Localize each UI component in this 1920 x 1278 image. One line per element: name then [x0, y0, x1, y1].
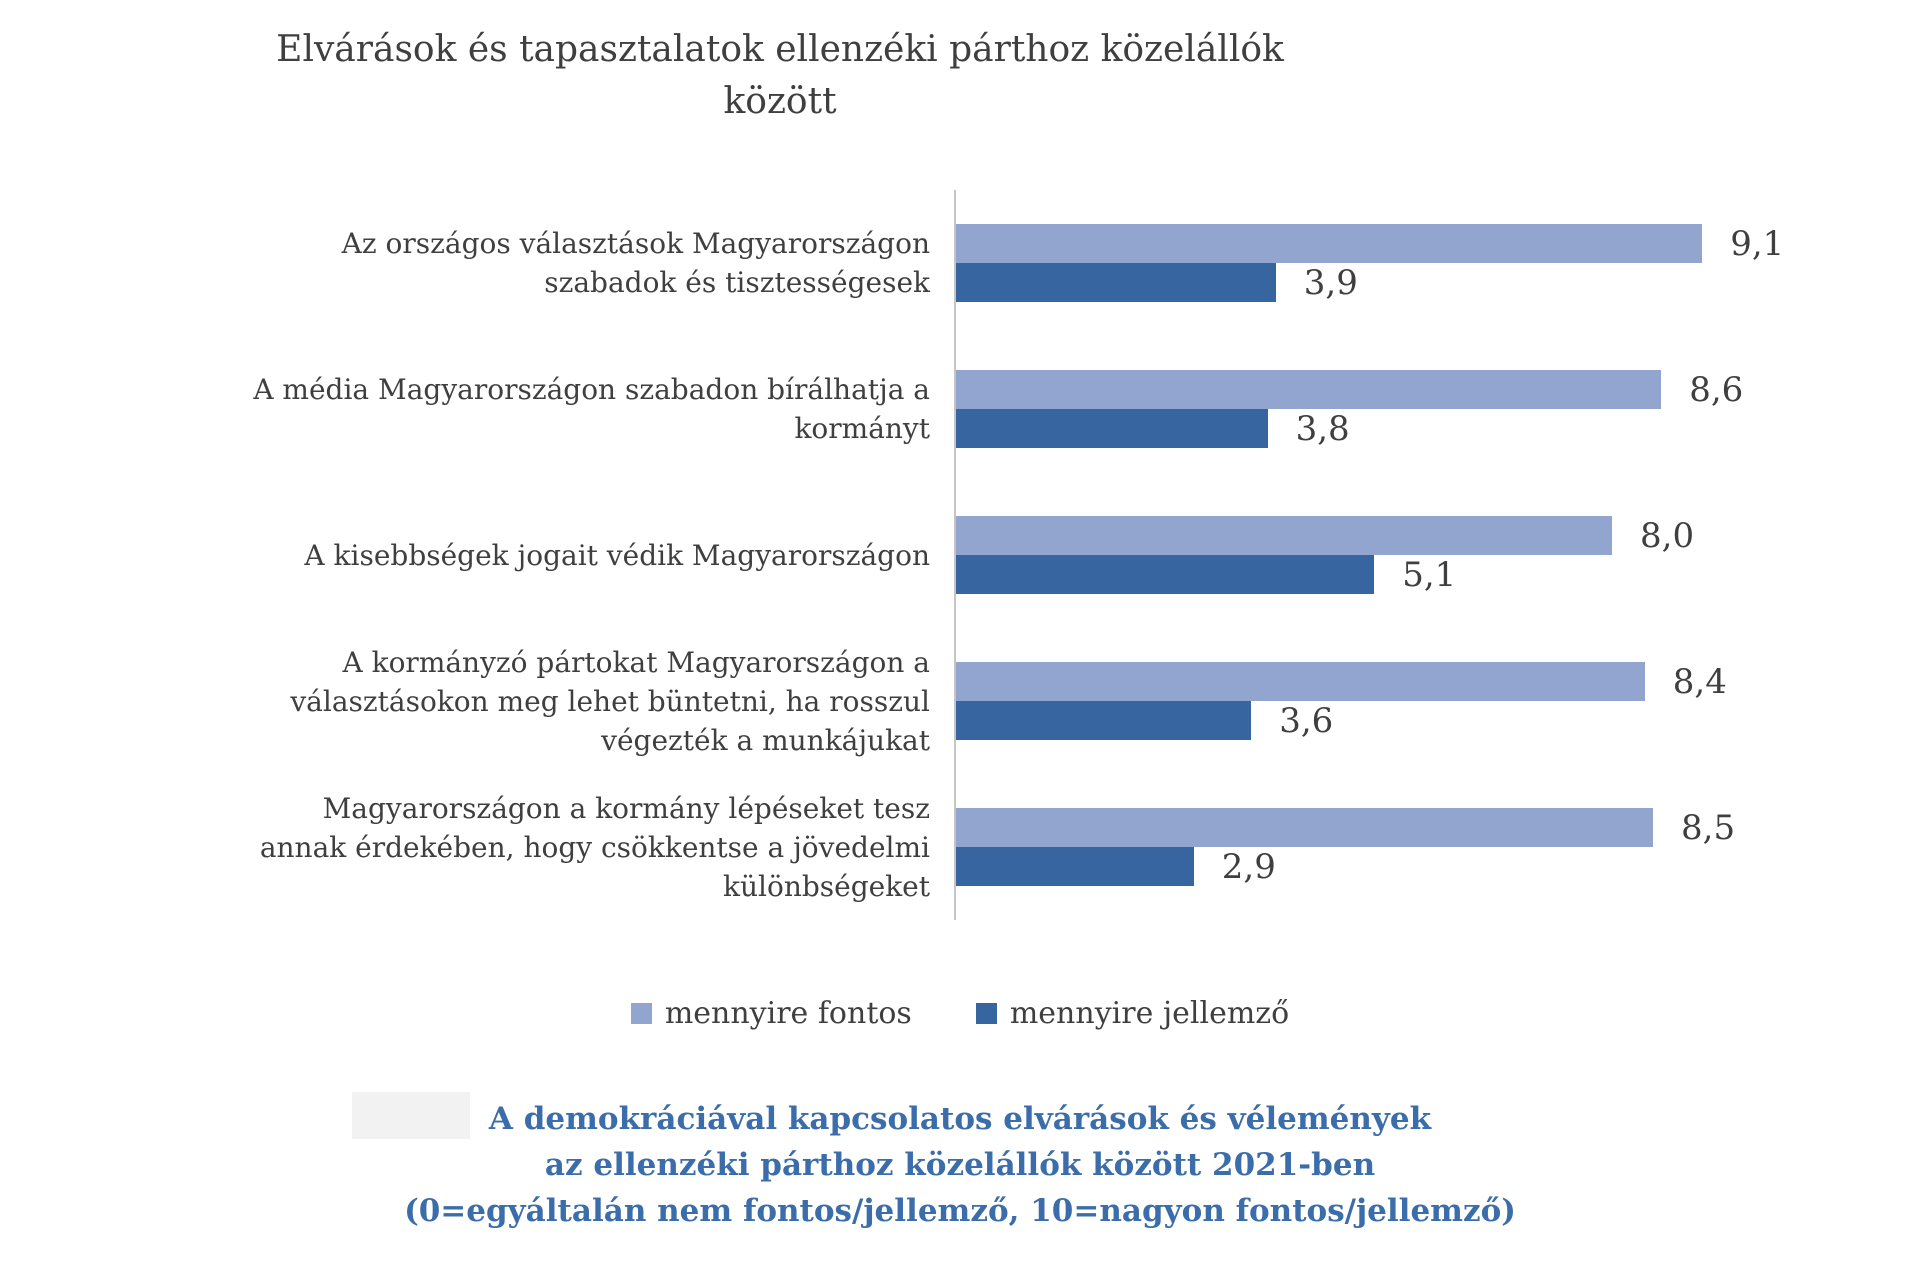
bar-line: 2,9	[956, 846, 1920, 887]
bar-value-label: 8,5	[1681, 807, 1736, 848]
chart-row: A kormányzó pártokat Magyarországon a vá…	[0, 628, 1920, 774]
chart-row: A média Magyarországon szabadon bírálhat…	[0, 336, 1920, 482]
legend-item-jellemzo: mennyire jellemző	[975, 996, 1290, 1031]
bar-line: 8,5	[956, 807, 1920, 848]
bar-mennyire-jellemzo	[956, 555, 1375, 594]
bar-value-label: 8,6	[1689, 369, 1744, 410]
bar-mennyire-jellemzo	[956, 701, 1252, 740]
legend-item-fontos: mennyire fontos	[630, 996, 912, 1031]
bar-value-label: 2,9	[1221, 846, 1276, 887]
bar-value-label: 8,4	[1672, 661, 1727, 702]
bar-line: 3,8	[956, 408, 1920, 449]
bar-line: 8,4	[956, 661, 1920, 702]
caption-text: A demokráciával kapcsolatos elvárások és…	[404, 1101, 1516, 1229]
bar-mennyire-fontos	[956, 808, 1653, 847]
bar-group: 8,4 3,6	[954, 661, 1920, 741]
bar-line: 8,0	[956, 515, 1920, 556]
category-label: Magyarországon a kormány lépéseket tesz …	[259, 791, 930, 903]
bar-value-label: 3,9	[1303, 262, 1358, 303]
y-axis-line	[954, 190, 956, 920]
category-label: A média Magyarországon szabadon bírálhat…	[253, 373, 930, 445]
bar-line: 3,9	[956, 262, 1920, 303]
category-label: A kisebbségek jogait védik Magyarországo…	[304, 538, 930, 572]
bar-line: 9,1	[956, 223, 1920, 264]
legend-label-fontos: mennyire fontos	[664, 996, 912, 1031]
bar-value-label: 3,6	[1279, 700, 1334, 741]
bar-line: 5,1	[956, 554, 1920, 595]
bar-mennyire-jellemzo	[956, 263, 1276, 302]
legend: mennyire fontos mennyire jellemző	[0, 996, 1920, 1031]
bar-mennyire-fontos	[956, 662, 1645, 701]
chart-row: Az országos választások Magyarországon s…	[0, 190, 1920, 336]
bar-mennyire-jellemzo	[956, 409, 1268, 448]
chart-title: Elvárások és tapasztalatok ellenzéki pár…	[276, 29, 1284, 122]
bar-value-label: 3,8	[1295, 408, 1350, 449]
decorative-gray-box	[352, 1092, 470, 1139]
bar-mennyire-fontos	[956, 516, 1612, 555]
bar-line: 3,6	[956, 700, 1920, 741]
legend-label-jellemzo: mennyire jellemző	[1009, 996, 1290, 1031]
category-label: A kormányzó pártokat Magyarországon a vá…	[290, 645, 930, 757]
bar-mennyire-fontos	[956, 370, 1662, 409]
legend-swatch-fontos-icon	[630, 1003, 652, 1024]
bar-mennyire-jellemzo	[956, 847, 1194, 886]
legend-swatch-jellemzo-icon	[975, 1003, 997, 1024]
category-label: Az országos választások Magyarországon s…	[341, 227, 930, 299]
bar-value-label: 9,1	[1730, 223, 1785, 264]
bar-value-label: 5,1	[1402, 554, 1457, 595]
bar-group: 8,6 3,8	[954, 369, 1920, 449]
bar-group: 8,5 2,9	[954, 807, 1920, 887]
bar-group: 8,0 5,1	[954, 515, 1920, 595]
chart-rows: Az országos választások Magyarországon s…	[0, 190, 1920, 920]
bar-mennyire-fontos	[956, 224, 1703, 263]
bar-chart: Az országos választások Magyarországon s…	[0, 190, 1920, 920]
bar-line: 8,6	[956, 369, 1920, 410]
chart-row: Magyarországon a kormány lépéseket tesz …	[0, 774, 1920, 920]
bar-group: 9,1 3,9	[954, 223, 1920, 303]
bar-value-label: 8,0	[1640, 515, 1695, 556]
chart-row: A kisebbségek jogait védik Magyarországo…	[0, 482, 1920, 628]
